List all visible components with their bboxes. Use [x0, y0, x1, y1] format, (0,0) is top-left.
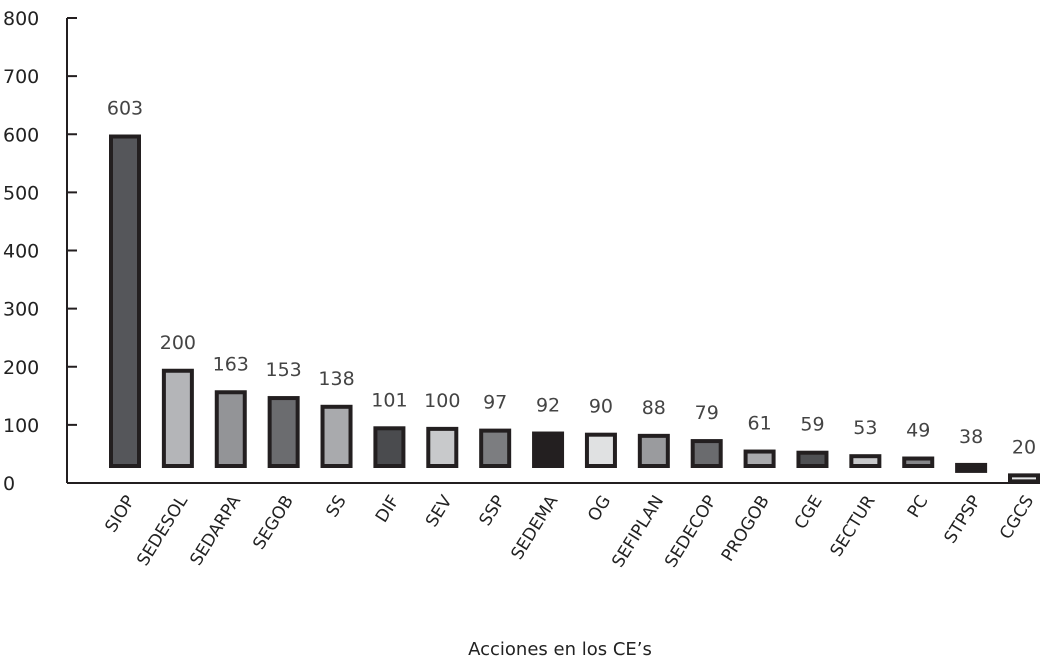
y-tick-label: 800: [3, 8, 39, 30]
category-label-siop: SIOP: [101, 492, 139, 536]
x-axis-title: Acciones en los CE’s: [468, 639, 652, 660]
category-label-ssp: SSP: [476, 492, 510, 530]
data-label-sedarpa: 163: [213, 353, 249, 375]
y-tick-label: 600: [3, 124, 39, 146]
category-label-dif: DIF: [372, 492, 404, 526]
category-label-ss: SS: [322, 492, 350, 521]
category-label-sectur: SECTUR: [827, 492, 880, 560]
bar-cge: [796, 450, 829, 468]
data-label-stpsp: 38: [959, 426, 983, 448]
data-label-sedesol: 200: [160, 332, 196, 354]
category-label-stpsp: STPSP: [941, 492, 986, 547]
y-tick-label: 200: [3, 357, 39, 379]
category-label-sedesol: SEDESOL: [133, 492, 192, 570]
bar-sectur: [849, 454, 882, 469]
data-label-siop: 603: [107, 98, 143, 120]
data-label-sedecop: 79: [695, 402, 719, 424]
bar-sedema: [532, 431, 565, 468]
bar-stpsp: [955, 462, 988, 473]
bar-pc: [902, 456, 935, 468]
data-label-sectur: 53: [853, 417, 877, 439]
bar-segob: [267, 396, 300, 469]
bar-sedarpa: [214, 390, 247, 469]
bar-og: [584, 432, 617, 468]
data-labels: 603 200 163 153 138 101 100 97 92 90 88 79 61 59 53 49 3…: [107, 98, 1036, 459]
data-label-og: 90: [589, 396, 613, 418]
bar-sefiplan: [637, 433, 670, 469]
data-label-pc: 49: [906, 420, 930, 442]
bars: [109, 134, 1040, 484]
bar-dif: [373, 426, 406, 469]
y-tick-label: 0: [3, 473, 15, 495]
bar-ss: [320, 404, 353, 469]
bar-cgcs: [1008, 473, 1040, 484]
y-tick-label: 500: [3, 182, 39, 204]
bar-sev: [426, 426, 459, 468]
category-label-pc: PC: [904, 492, 933, 521]
data-label-cgcs: 20: [1012, 436, 1036, 458]
category-label-sefiplan: SEFIPLAN: [608, 492, 668, 571]
data-label-cge: 59: [800, 414, 824, 436]
data-label-ss: 138: [318, 368, 354, 390]
category-label-sedema: SEDEMA: [507, 492, 562, 564]
y-tick-label: 700: [3, 66, 39, 88]
bar-progob: [743, 449, 776, 469]
category-label-segob: SEGOB: [249, 492, 298, 553]
bar-siop: [109, 134, 141, 468]
data-label-dif: 101: [371, 389, 407, 411]
category-label-cge: CGE: [791, 492, 827, 533]
y-axis: 0 100 200 300 400 500 600 700 800: [3, 8, 77, 495]
category-label-sev: SEV: [422, 492, 457, 531]
category-label-sedecop: SEDECOP: [661, 492, 721, 571]
category-label-sedarpa: SEDARPA: [186, 492, 245, 570]
category-label-progob: PROGOB: [718, 492, 774, 565]
category-label-og: OG: [584, 492, 615, 525]
y-tick-label: 400: [3, 241, 39, 263]
data-label-progob: 61: [747, 413, 771, 435]
bar-sedesol: [161, 368, 194, 468]
bar-sedecop: [690, 439, 723, 468]
data-label-ssp: 97: [483, 392, 507, 414]
data-label-sev: 100: [424, 390, 460, 412]
category-label-cgcs: CGCS: [996, 492, 1038, 543]
y-tick-label: 300: [3, 299, 39, 321]
y-tick-label: 100: [3, 415, 39, 437]
bar-ssp: [479, 428, 512, 468]
data-label-sefiplan: 88: [642, 397, 666, 419]
data-label-segob: 153: [266, 359, 302, 381]
data-label-sedema: 92: [536, 395, 560, 417]
